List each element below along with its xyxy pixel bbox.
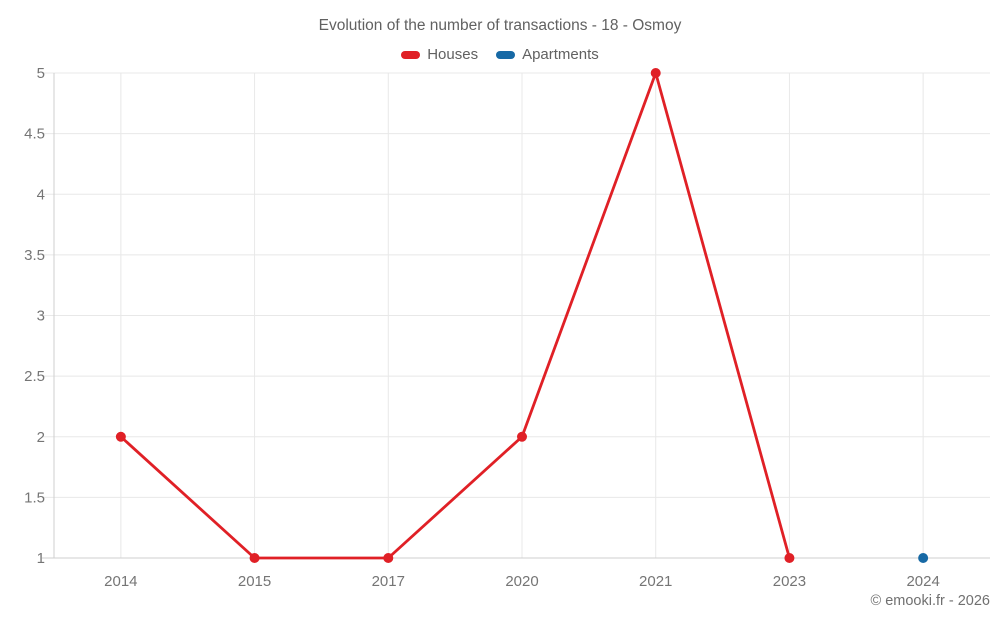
legend: Houses Apartments — [0, 46, 1000, 63]
y-axis-tick-label: 2 — [37, 429, 45, 446]
legend-swatch-apartments-icon — [496, 50, 516, 59]
series-line-houses — [119, 71, 791, 560]
copyright-text: © emooki.fr - 2026 — [870, 593, 990, 609]
x-axis-tick-label: 2021 — [639, 573, 672, 590]
y-axis-tick-label: 1 — [37, 550, 45, 567]
data-point-apartments[interactable] — [918, 553, 929, 563]
y-axis-tick-label: 3.5 — [24, 247, 45, 264]
data-point-houses[interactable] — [383, 553, 394, 563]
x-axis-tick-label: 2023 — [773, 573, 806, 590]
legend-item-houses[interactable]: Houses — [401, 46, 478, 63]
y-axis-tick-label: 3 — [37, 308, 45, 325]
data-point-houses[interactable] — [784, 553, 795, 563]
legend-label-apartments: Apartments — [522, 46, 599, 63]
x-axis-tick-label: 2014 — [104, 573, 137, 590]
y-axis-tick-label: 2.5 — [24, 368, 45, 385]
legend-label-houses: Houses — [427, 46, 479, 63]
data-point-houses[interactable] — [249, 553, 260, 563]
legend-swatch-houses-icon — [401, 50, 421, 59]
x-axis-tick-label: 2015 — [238, 573, 271, 590]
data-point-houses[interactable] — [517, 431, 527, 442]
y-axis-tick-label: 4 — [37, 186, 45, 203]
data-point-houses[interactable] — [650, 68, 661, 78]
chart-title: Evolution of the number of transactions … — [318, 17, 682, 34]
x-axis-tick-label: 2020 — [505, 573, 538, 590]
data-point-houses[interactable] — [115, 431, 126, 442]
x-axis-tick-label: 2017 — [372, 573, 405, 590]
legend-item-apartments[interactable]: Apartments — [496, 46, 599, 63]
y-axis-tick-label: 1.5 — [24, 489, 45, 506]
y-axis-tick-label: 5 — [37, 65, 45, 82]
y-axis-tick-label: 4.5 — [24, 126, 45, 143]
x-axis-tick-label: 2024 — [906, 573, 939, 590]
